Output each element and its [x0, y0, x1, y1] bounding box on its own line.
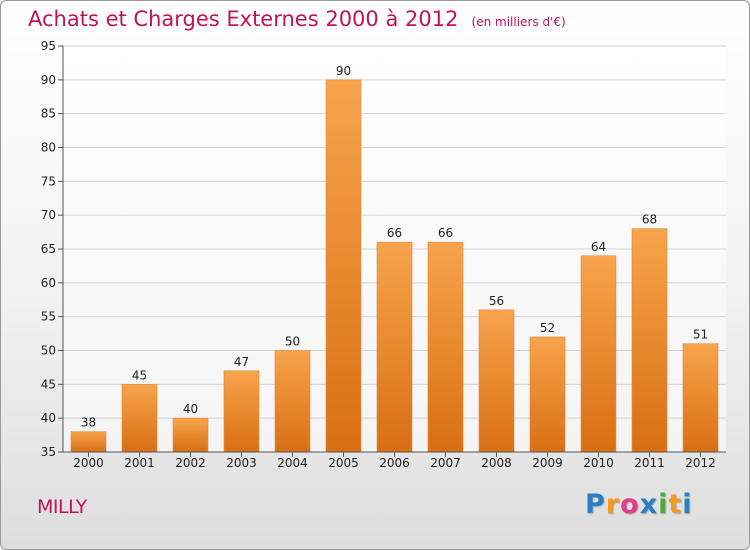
logo-letter: o: [620, 489, 640, 520]
x-tick-label: 2008: [481, 456, 512, 470]
bar: [631, 228, 668, 453]
x-tick-label: 2009: [532, 456, 563, 470]
data-label: 68: [642, 213, 657, 227]
axes: [58, 45, 726, 457]
x-tick-label: 2010: [583, 456, 614, 470]
data-label: 45: [132, 368, 147, 382]
logo-letter: x: [639, 489, 659, 520]
bar: [172, 417, 209, 453]
proxiti-logo: Proxiti: [585, 489, 693, 520]
bar-series: [70, 79, 719, 453]
data-label: 38: [81, 416, 96, 430]
bar: [325, 79, 362, 453]
bar: [121, 384, 158, 453]
y-tick-label: 85: [41, 107, 56, 121]
bar: [478, 309, 515, 453]
y-tick-label: 40: [41, 411, 56, 425]
x-tick-label: 2000: [73, 456, 104, 470]
bar: [223, 370, 260, 453]
x-tick-label: 2005: [328, 456, 359, 470]
axis-labels: 35 40 45 50 55 60 65 70 75 80 85 90 95 2000 38 2001 45 20…: [41, 39, 716, 470]
bar: [376, 241, 413, 453]
data-label: 51: [693, 328, 708, 342]
chart-title-block: Achats et Charges Externes 2000 à 2012 (…: [28, 7, 566, 31]
location-label: MILLY: [37, 496, 87, 518]
bar: [427, 241, 464, 453]
logo-letter: P: [585, 489, 606, 520]
y-tick-label: 35: [41, 445, 56, 459]
x-tick-label: 2002: [175, 456, 206, 470]
data-label: 66: [438, 226, 453, 240]
y-tick-label: 50: [41, 344, 56, 358]
data-label: 52: [540, 321, 555, 335]
logo-letter: i: [658, 489, 669, 520]
x-tick-label: 2006: [379, 456, 410, 470]
x-tick-label: 2007: [430, 456, 461, 470]
chart-title: Achats et Charges Externes 2000 à 2012: [28, 7, 459, 31]
data-label: 56: [489, 294, 504, 308]
data-label: 47: [234, 355, 249, 369]
y-tick-label: 75: [41, 174, 56, 188]
logo-letter: t: [668, 489, 683, 520]
y-tick-label: 80: [41, 141, 56, 155]
data-label: 66: [387, 226, 402, 240]
logo-letter: i: [682, 489, 693, 520]
bar: [529, 336, 566, 453]
x-tick-label: 2004: [277, 456, 308, 470]
y-tick-label: 70: [41, 208, 56, 222]
y-tick-label: 45: [41, 377, 56, 391]
data-label: 40: [183, 402, 198, 416]
data-label: 64: [591, 240, 606, 254]
y-tick-label: 95: [41, 39, 56, 53]
x-tick-label: 2011: [634, 456, 665, 470]
bar: [274, 350, 311, 453]
x-tick-label: 2012: [685, 456, 716, 470]
chart-subtitle: (en milliers d'€): [471, 15, 566, 29]
logo-letter: r: [605, 489, 621, 520]
bar: [580, 255, 617, 453]
bar: [682, 343, 719, 453]
data-label: 50: [285, 335, 300, 349]
y-tick-label: 60: [41, 276, 56, 290]
y-tick-label: 55: [41, 310, 56, 324]
data-label: 90: [336, 64, 351, 78]
x-tick-label: 2003: [226, 456, 257, 470]
y-tick-label: 90: [41, 73, 56, 87]
x-tick-label: 2001: [124, 456, 155, 470]
bar: [70, 431, 107, 453]
y-tick-label: 65: [41, 242, 56, 256]
